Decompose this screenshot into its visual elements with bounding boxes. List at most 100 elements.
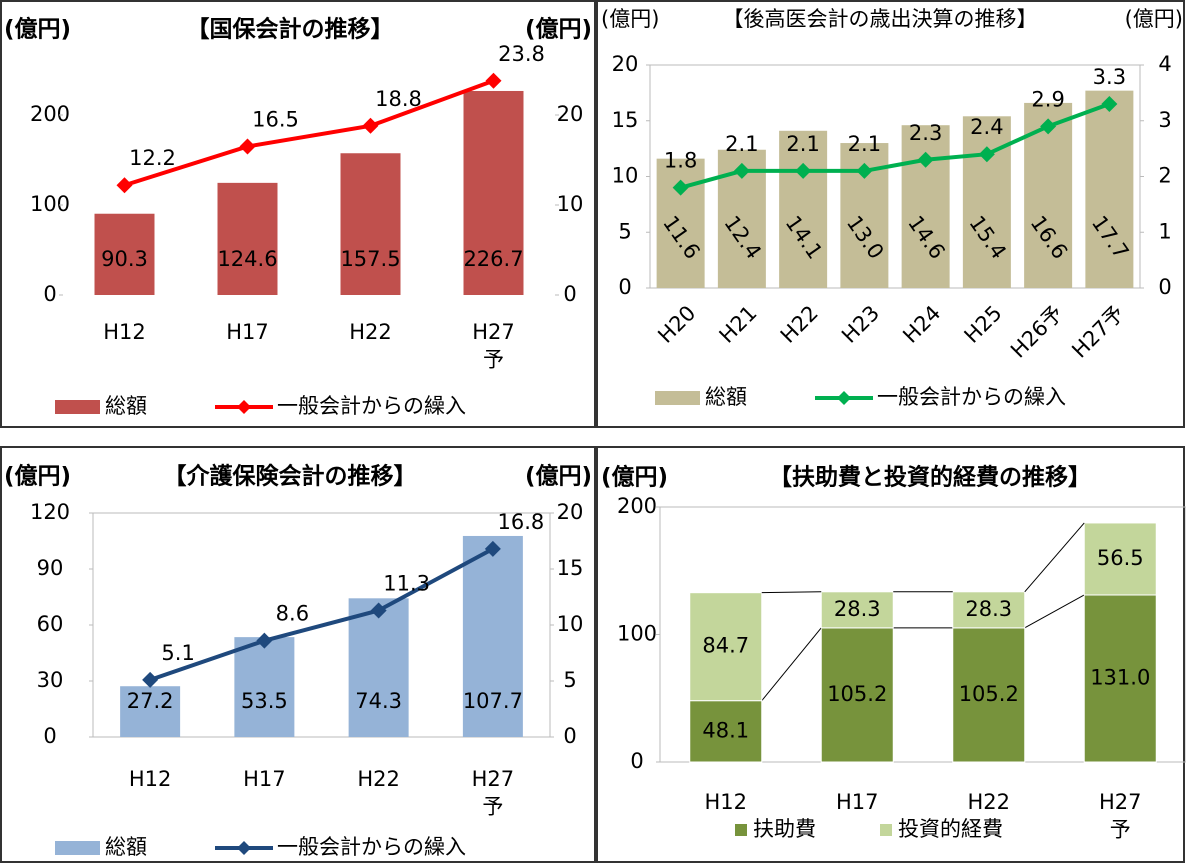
- y-tick-label: 60: [37, 612, 64, 636]
- legend-swatch: [237, 400, 251, 414]
- legend-swatch: [237, 841, 251, 855]
- bar: [120, 686, 181, 737]
- line-value-label: 1.8: [664, 149, 697, 173]
- line-marker: [917, 151, 934, 168]
- bar: [901, 125, 950, 289]
- y2-tick-label: 20: [557, 500, 584, 524]
- legend-label: 一般会計からの繰入: [277, 394, 466, 418]
- x-tick-label: H12: [129, 767, 172, 791]
- legend-label: 総額: [105, 394, 147, 418]
- line-value-label: 2.3: [909, 121, 942, 145]
- chart-title: 【後高医会計の歳出決算の推移】: [723, 7, 1038, 31]
- bar-segment: [952, 627, 1026, 763]
- panel-frame: [596, 446, 1185, 863]
- legend-label: 総額: [105, 835, 147, 859]
- bar: [779, 130, 828, 288]
- bar-value-label: 107.7: [463, 689, 523, 713]
- legend-label: 扶助費: [753, 817, 816, 841]
- bar: [234, 637, 295, 737]
- line-marker: [485, 72, 502, 89]
- y2-tick-label: 3: [1158, 108, 1171, 132]
- y-axis-label: (億円): [601, 464, 668, 491]
- line-value-label: 16.5: [252, 108, 299, 132]
- line-marker: [672, 179, 689, 196]
- x-tick-label: H17: [836, 790, 879, 814]
- line-value-label: 2.4: [970, 115, 1003, 139]
- bar-value-label: 74.3: [355, 689, 402, 713]
- y2-axis-label: (億円): [525, 16, 592, 43]
- x-tick-label: H20: [653, 301, 700, 348]
- line-value-label: 2.1: [725, 132, 758, 156]
- y-tick-label: 30: [37, 668, 64, 692]
- bar-value-label: 131.0: [1090, 665, 1150, 689]
- line-value-label: 12.2: [129, 146, 176, 170]
- line-value-label: 23.8: [498, 42, 545, 66]
- line-marker: [256, 632, 273, 649]
- line-value-label: 11.3: [383, 571, 430, 595]
- x-tick-label: H22: [776, 301, 823, 348]
- legend-swatch: [655, 391, 700, 405]
- line-marker: [856, 162, 873, 179]
- legend-swatch: [55, 841, 100, 855]
- series-line: [1024, 594, 1085, 629]
- line-marker: [1040, 118, 1057, 135]
- y-tick-label: 15: [612, 108, 639, 132]
- y2-tick-label: 0: [563, 724, 576, 748]
- chart-title: 【介護保険会計の推移】: [164, 463, 417, 490]
- line-marker: [978, 146, 995, 163]
- line-value-label: 2.1: [848, 132, 881, 156]
- bar-value-label: 84.7: [702, 634, 749, 658]
- y-tick-label: 0: [618, 275, 631, 299]
- y-tick-label: 120: [30, 500, 70, 524]
- bar-value-label: 226.7: [463, 247, 523, 271]
- y-tick-label: 90: [37, 556, 64, 580]
- line: [149, 547, 494, 682]
- line: [123, 78, 495, 188]
- y2-tick-label: 10: [557, 612, 584, 636]
- bar-value-label: 28.3: [834, 597, 881, 621]
- line-value-label: 5.1: [161, 641, 194, 665]
- x-tick-label: H25: [960, 301, 1007, 348]
- series-line: [1024, 522, 1085, 593]
- x-tick-label: H27予: [1067, 301, 1129, 363]
- bar-value-label: 56.5: [1097, 546, 1144, 570]
- bar-value-label: 105.2: [959, 682, 1019, 706]
- x-tick-label: H17: [226, 320, 269, 344]
- bar-segment: [1083, 522, 1157, 596]
- line-value-label: 18.8: [375, 87, 422, 111]
- bar-value-label: 90.3: [101, 247, 148, 271]
- bar: [217, 182, 278, 295]
- bar: [340, 153, 401, 295]
- line-marker: [239, 138, 256, 155]
- series-line: [761, 627, 822, 701]
- legend-label: 総額: [705, 385, 747, 409]
- y-tick-label: 0: [630, 749, 643, 773]
- y-axis-label: (億円): [601, 7, 659, 31]
- y2-tick-label: 0: [563, 282, 576, 306]
- line-marker: [1101, 96, 1118, 113]
- line-marker: [484, 540, 501, 557]
- line-value-label: 2.9: [1031, 87, 1064, 111]
- y2-tick-label: 10: [557, 192, 584, 216]
- x-tick-label: H12: [103, 320, 146, 344]
- legend-label: 一般会計からの繰入: [877, 385, 1066, 409]
- y-tick-label: 10: [612, 164, 639, 188]
- panel-frame: [0, 0, 596, 428]
- y-axis-label: (億円): [4, 16, 71, 43]
- bar-value-label: 105.2: [827, 682, 887, 706]
- y-tick-label: 100: [30, 192, 70, 216]
- y-tick-label: 20: [612, 52, 639, 76]
- y2-tick-label: 15: [557, 556, 584, 580]
- y-tick-label: 200: [617, 494, 657, 518]
- bar-segment: [820, 591, 894, 629]
- line-marker: [116, 177, 133, 194]
- chart-title: 【扶助費と投資的経費の推移】: [769, 464, 1091, 491]
- line-value-label: 16.8: [497, 510, 544, 534]
- bar-value-label: 53.5: [241, 689, 288, 713]
- y-tick-label: 0: [43, 724, 56, 748]
- panel-frame: [596, 0, 1185, 428]
- y-tick-label: 5: [618, 219, 631, 243]
- y2-axis-label: (億円): [1125, 7, 1183, 31]
- bar: [94, 213, 155, 295]
